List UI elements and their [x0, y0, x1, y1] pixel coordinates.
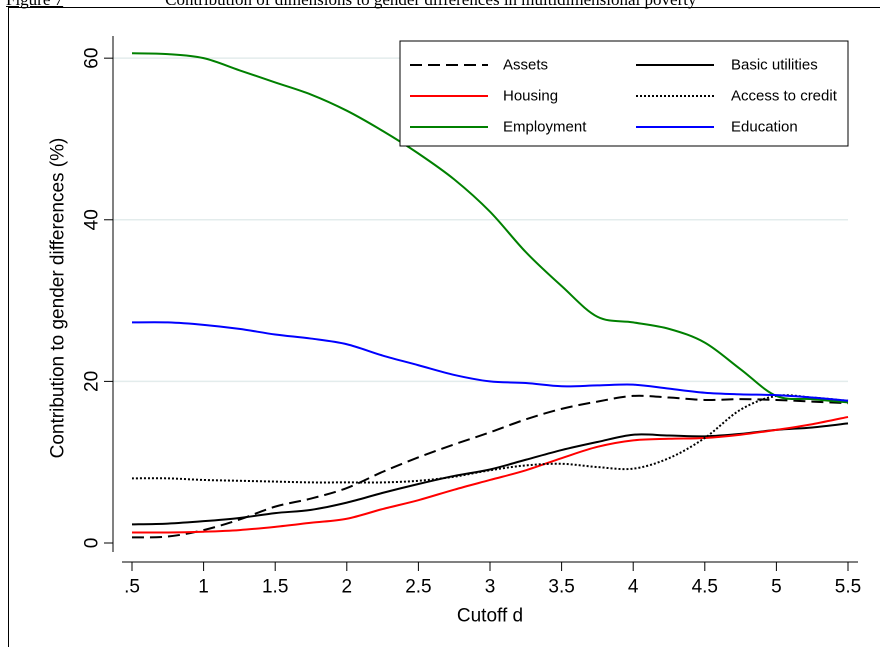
series-line-assets: [131, 394, 849, 539]
series-line-housing: [131, 415, 849, 534]
x-tick-label: 4: [628, 577, 639, 598]
legend-label-education: Education: [731, 119, 798, 136]
series-lines: [131, 52, 849, 539]
legend-label-employment: Employment: [503, 119, 587, 136]
x-tick-label: .5: [124, 577, 140, 598]
x-tick-label: 3.5: [548, 577, 574, 598]
figure-frame-left: [8, 7, 9, 647]
x-tick-label: 1: [198, 577, 209, 598]
x-tick-label: 3: [485, 577, 496, 598]
y-tick-label: 40: [82, 209, 103, 230]
figure-frame-top: [8, 7, 880, 8]
figure-title: Contribution of dimensions to gender dif…: [165, 0, 696, 9]
y-axis-title: Contribution to gender differences (%): [48, 138, 69, 459]
x-tick-label: 5: [771, 577, 782, 598]
legend-label-housing: Housing: [503, 88, 558, 105]
legend: Assets Basic utilities Housing Access to cr…: [399, 40, 849, 147]
legend-box: [399, 40, 849, 147]
figure-number: Figure 7: [6, 0, 63, 9]
y-tick-label: 60: [82, 48, 103, 69]
series-line-employment: [131, 52, 849, 404]
figure-caption: Figure 7 Contribution of dimensions to g…: [6, 0, 696, 10]
x-axis-title: Cutoff d: [457, 606, 523, 627]
legend-label-access-to-credit: Access to credit: [731, 88, 838, 105]
x-tick-label: 5.5: [835, 577, 861, 598]
y-tick-label: 0: [82, 538, 103, 549]
axes: 0 20 40 60 .5 1 1.5 2 2.5 3 3.5 4 4.5 5 5.5: [82, 36, 861, 598]
legend-label-basic-utilities: Basic utilities: [731, 57, 818, 74]
y-tick-label: 20: [82, 371, 103, 392]
x-tick-label: 4.5: [692, 577, 718, 598]
legend-label-assets: Assets: [503, 57, 548, 74]
x-tick-label: 2.5: [405, 577, 431, 598]
x-tick-label: 1.5: [262, 577, 288, 598]
series-line-education: [131, 321, 849, 402]
x-tick-label: 2: [342, 577, 353, 598]
series-line-basic-utilities: [131, 422, 849, 526]
series-line-access-to-credit: [131, 394, 849, 484]
